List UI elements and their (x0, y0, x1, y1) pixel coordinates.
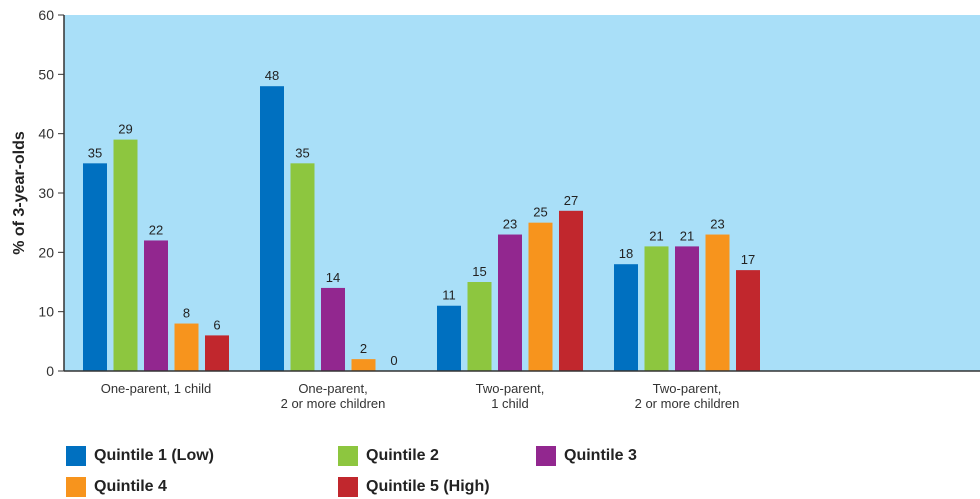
bar-q1-cat1 (83, 163, 107, 371)
bar-q1-cat2 (260, 86, 284, 371)
bar-q3-cat3 (498, 234, 522, 371)
bar-q4-cat1 (174, 323, 199, 371)
data-label-q4-cat2: 2 (360, 341, 367, 356)
x-category-label: Two-parent, (476, 381, 545, 396)
y-tick-label: 50 (38, 66, 54, 82)
data-label-q4-cat3: 25 (533, 205, 547, 220)
data-label-q1-cat1: 35 (88, 145, 102, 160)
data-label-q3-cat2: 14 (326, 270, 340, 285)
bar-q2-cat2 (290, 163, 315, 371)
bar-q1-cat4 (614, 264, 638, 371)
data-label-q3-cat4: 21 (680, 228, 694, 243)
y-tick-label: 20 (38, 244, 54, 260)
bar-q1-cat3 (437, 305, 461, 371)
data-label-q2-cat2: 35 (295, 145, 309, 160)
bar-q3-cat2 (321, 287, 345, 371)
bar-q4-cat3 (528, 222, 553, 371)
y-tick-label: 30 (38, 185, 54, 201)
bar-q5-cat3 (559, 210, 583, 371)
x-category-label: One-parent, 1 child (101, 381, 212, 396)
data-label-q4-cat1: 8 (183, 306, 190, 321)
bar-q5-cat1 (205, 335, 229, 371)
data-label-q5-cat4: 17 (741, 252, 755, 267)
data-label-q4-cat4: 23 (710, 217, 724, 232)
bar-q4-cat2 (351, 359, 376, 371)
data-label-q1-cat3: 11 (442, 288, 456, 303)
data-label-q2-cat1: 29 (118, 122, 132, 137)
data-label-q5-cat1: 6 (213, 317, 220, 332)
data-label-q1-cat4: 18 (619, 246, 633, 261)
y-tick-label: 0 (46, 363, 54, 379)
bar-q4-cat4 (705, 234, 730, 371)
data-label-q3-cat1: 22 (149, 222, 163, 237)
bar-q5-cat4 (736, 270, 760, 371)
bar-q3-cat1 (144, 240, 168, 371)
data-label-q3-cat3: 23 (503, 217, 517, 232)
x-category-label: 2 or more children (281, 396, 386, 411)
bar-q2-cat4 (644, 246, 669, 371)
y-tick-label: 40 (38, 126, 54, 142)
x-category-label: Two-parent, (653, 381, 722, 396)
x-category-label: 1 child (491, 396, 529, 411)
y-axis-title: % of 3-year-olds (11, 131, 28, 255)
data-label-q5-cat3: 27 (564, 193, 578, 208)
data-label-q1-cat2: 48 (265, 68, 279, 83)
bar-q3-cat4 (675, 246, 699, 371)
x-category-label: One-parent, (298, 381, 367, 396)
bar-q2-cat3 (467, 282, 492, 371)
data-label-q5-cat2: 0 (390, 353, 397, 368)
data-label-q2-cat3: 15 (472, 264, 486, 279)
x-category-label: 2 or more children (635, 396, 740, 411)
y-tick-label: 10 (38, 304, 54, 320)
y-tick-label: 60 (38, 7, 54, 23)
bar-q2-cat1 (113, 139, 138, 371)
data-label-q2-cat4: 21 (649, 228, 663, 243)
